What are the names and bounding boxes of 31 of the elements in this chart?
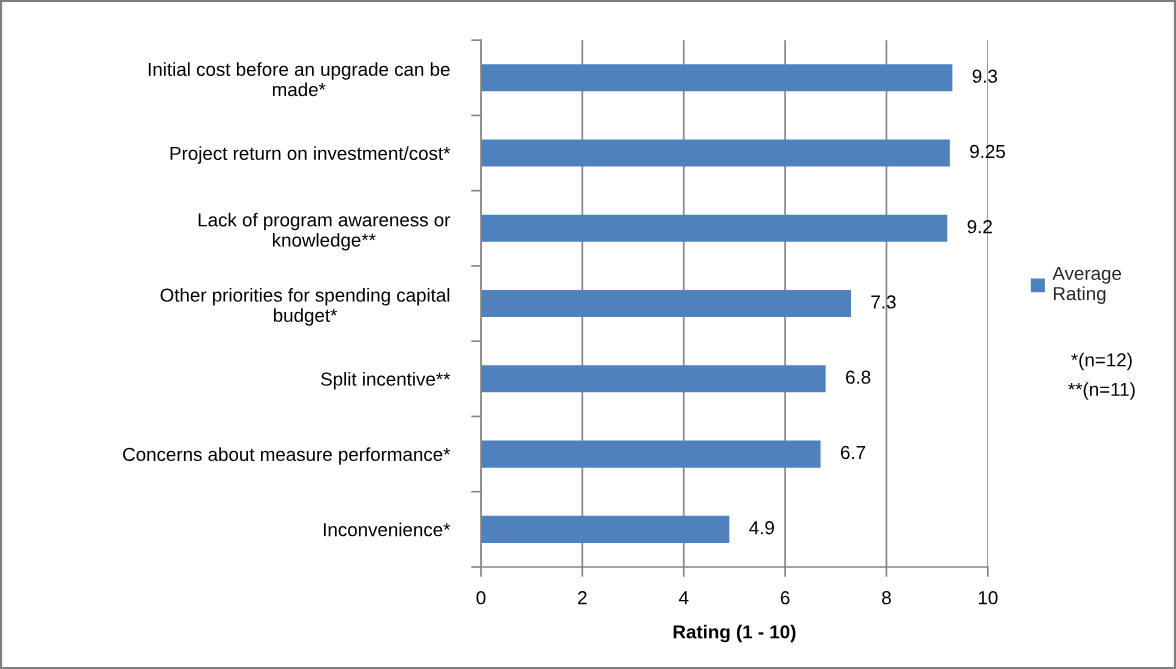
x-tick-label: 4 xyxy=(678,591,689,605)
bar xyxy=(480,214,948,242)
data-label: 6.8 xyxy=(846,370,871,384)
text: *(n=12) xyxy=(1071,352,1132,371)
bar xyxy=(480,365,826,393)
text: **(n=11) xyxy=(1068,382,1135,400)
bar xyxy=(480,139,950,167)
y-tick-label: Other priorities for spending capital budget* xyxy=(160,288,450,326)
data-label: 7.3 xyxy=(871,295,896,309)
y-tick-label: Lack of program awareness or knowledge** xyxy=(198,212,451,251)
bar xyxy=(480,64,953,92)
data-label: 4.9 xyxy=(749,521,774,535)
y-tick-label: Initial cost before an upgrade can be made* xyxy=(148,62,450,97)
y-tick-label: Inconvenience* xyxy=(323,522,451,537)
bar xyxy=(480,515,730,543)
bar xyxy=(480,440,821,468)
bar xyxy=(480,290,851,318)
data-label: 9.3 xyxy=(972,69,998,83)
data-label: 9.2 xyxy=(967,220,992,234)
x-tick-label: 0 xyxy=(476,591,486,605)
x-tick-label: 2 xyxy=(578,591,587,605)
legend-label: Average Rating xyxy=(1052,266,1122,304)
y-tick-label: Split incentive** xyxy=(321,372,451,390)
y-tick-label: Project return on investment/cost* xyxy=(170,146,451,164)
x-tick-label: 10 xyxy=(978,591,998,605)
data-label: 9.25 xyxy=(970,144,1005,159)
data-label: 6.7 xyxy=(840,445,866,460)
x-tick-label: 6 xyxy=(780,591,790,605)
x-axis-title: Rating (1 - 10) xyxy=(673,624,796,643)
y-tick-label: Concerns about measure performance* xyxy=(123,447,451,465)
x-tick-label: 8 xyxy=(882,591,891,605)
